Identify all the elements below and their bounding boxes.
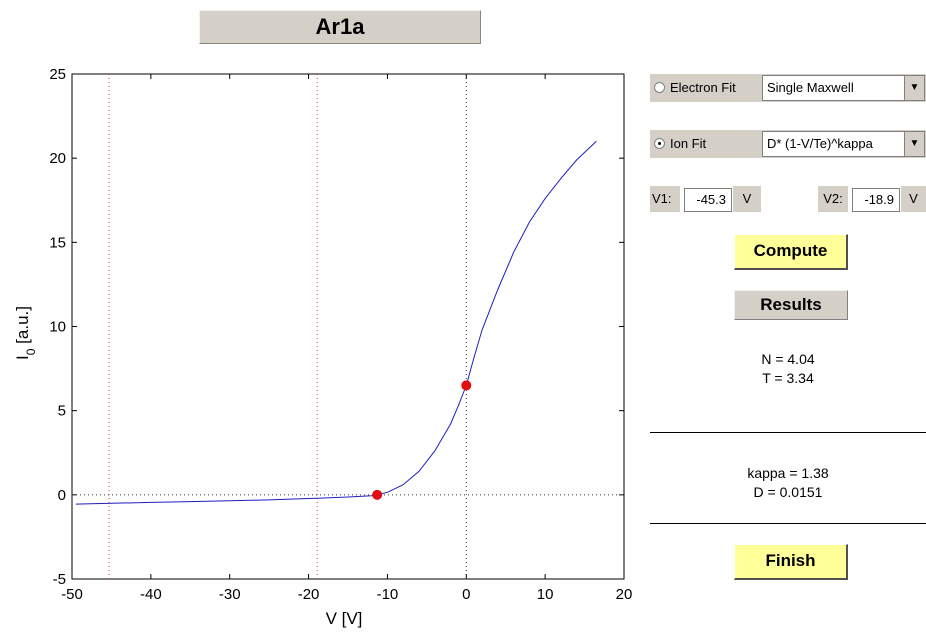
electron-fit-radio[interactable] [654, 82, 665, 93]
x-tick-label: -20 [298, 586, 320, 603]
y-tick-label: 10 [49, 319, 66, 336]
electron-fit-label: Electron Fit [670, 80, 736, 95]
v1-input[interactable]: -45.3 [684, 188, 732, 212]
x-tick-label: -10 [377, 586, 399, 603]
y-axis-label-subscript: 0 [24, 348, 38, 355]
x-tick-label: -50 [61, 586, 83, 603]
v1-label: V1: [650, 186, 680, 212]
d-result: D = 0.0151 [753, 484, 823, 500]
finish-button[interactable]: Finish [734, 544, 848, 580]
plot-frame [71, 73, 625, 580]
figure-title: Ar1a [199, 10, 481, 44]
y-axis-label: I0 [a.u.] [13, 306, 38, 360]
y-axis-label-unit: [a.u.] [13, 306, 32, 349]
v2-label: V2: [818, 186, 848, 212]
y-tick-label: 15 [49, 234, 66, 251]
electron-model-select[interactable]: Single Maxwell ▼ [762, 75, 925, 101]
ion-fit-radio-dot [658, 142, 661, 145]
chevron-down-icon[interactable]: ▼ [904, 132, 924, 156]
ion-fit-row: Ion Fit D* (1-V/Te)^kappa ▼ [650, 130, 926, 158]
iv-curve-line [75, 140, 597, 505]
ion-model-select[interactable]: D* (1-V/Te)^kappa ▼ [762, 131, 925, 157]
v1-unit: V [733, 186, 761, 212]
x-tick-label: -40 [140, 586, 162, 603]
y-tick-label: 25 [49, 66, 66, 83]
v2-unit: V [901, 186, 926, 212]
x-tick-label: 20 [616, 586, 633, 603]
electron-fit-row: Electron Fit Single Maxwell ▼ [650, 74, 926, 102]
divider-bottom [650, 523, 926, 524]
marker-point [461, 380, 472, 391]
chevron-down-icon[interactable]: ▼ [904, 76, 924, 100]
kappa-result: kappa = 1.38 [747, 465, 829, 481]
ion-fit-label: Ion Fit [670, 136, 707, 151]
x-axis-label: V [V] [326, 609, 363, 628]
v2-input[interactable]: -18.9 [852, 188, 900, 212]
electron-model-value: Single Maxwell [767, 80, 854, 95]
x-tick-label: 0 [462, 586, 470, 603]
divider-top [650, 432, 926, 433]
t-result: T = 3.34 [762, 370, 814, 386]
compute-button[interactable]: Compute [734, 234, 848, 270]
x-tick-label: 10 [537, 586, 554, 603]
y-tick-label: 20 [49, 150, 66, 167]
y-axis-label-main: I [13, 355, 32, 360]
y-tick-label: 0 [58, 487, 66, 504]
results-heading: Results [734, 290, 848, 320]
x-tick-label: -30 [219, 586, 241, 603]
ion-model-value: D* (1-V/Te)^kappa [767, 136, 873, 151]
y-tick-label: 5 [58, 403, 66, 420]
marker-point [372, 489, 383, 500]
y-tick-label: -5 [53, 571, 66, 588]
ion-fit-radio[interactable] [654, 138, 665, 149]
n-result: N = 4.04 [761, 351, 815, 367]
